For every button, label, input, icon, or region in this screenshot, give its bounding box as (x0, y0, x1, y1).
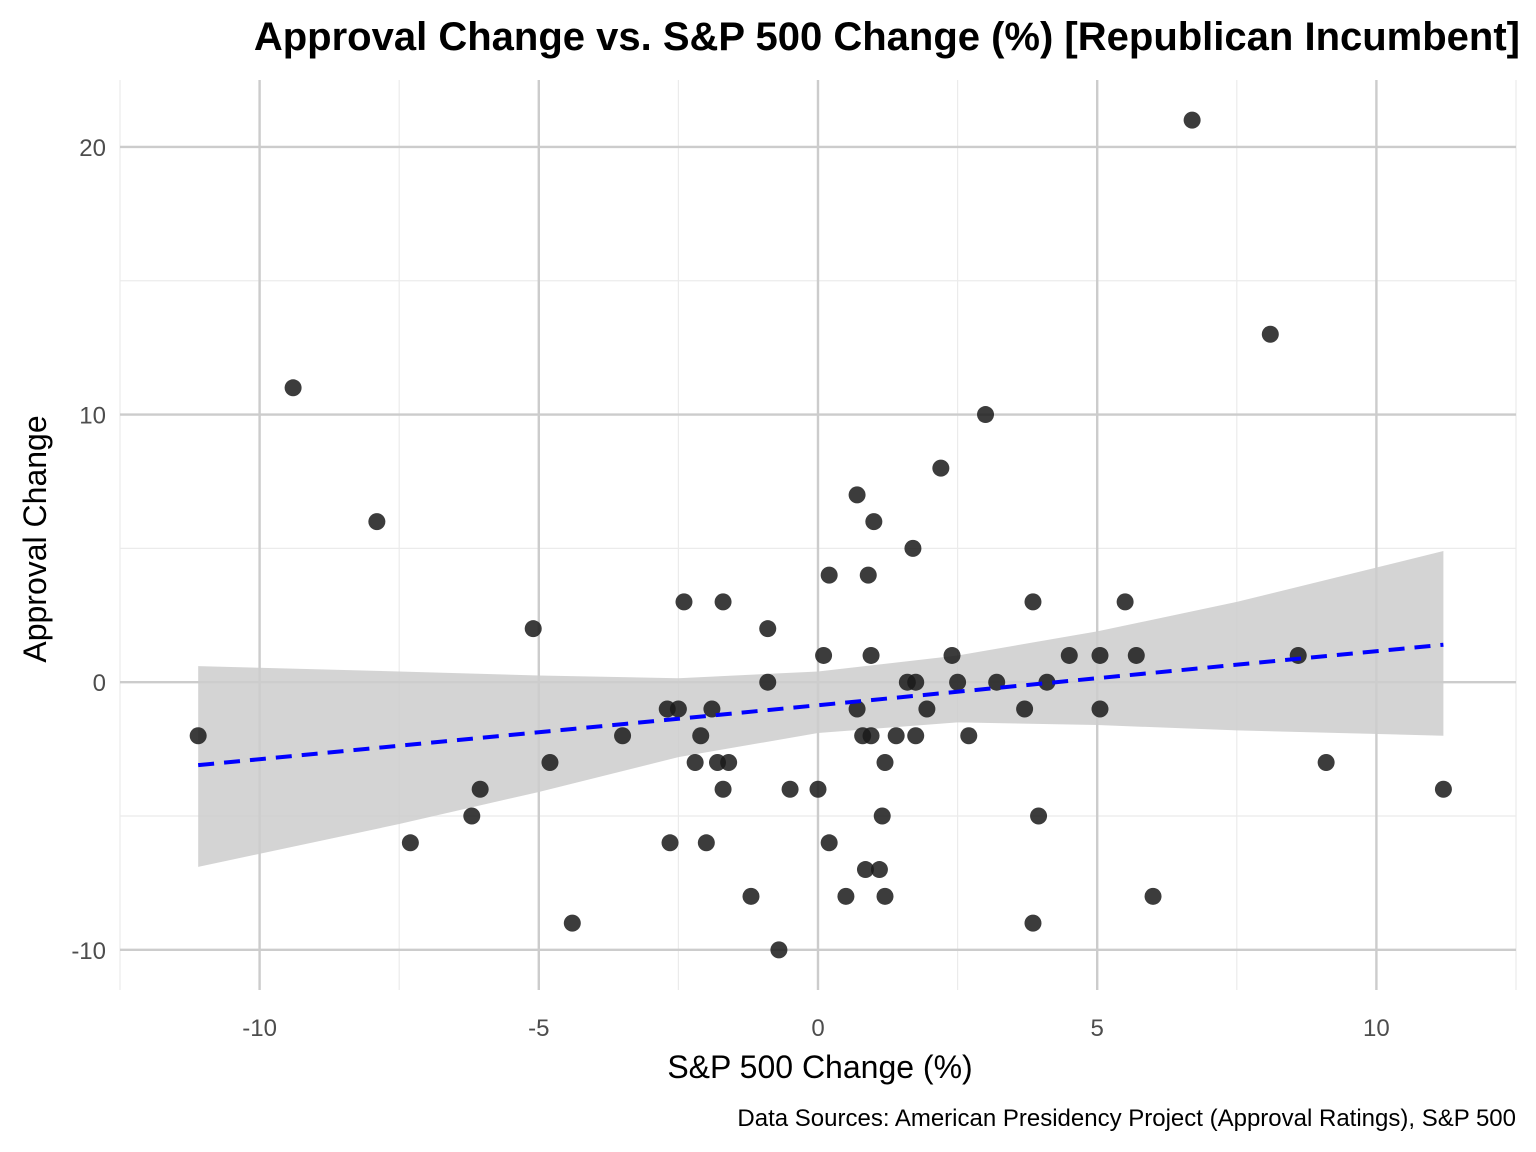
data-point (907, 673, 925, 691)
data-point (1317, 754, 1335, 771)
data-point (1024, 914, 1042, 932)
data-point (1261, 325, 1279, 343)
data-point (1116, 593, 1134, 611)
data-point (1144, 887, 1162, 905)
data-point (876, 887, 894, 905)
data-point (686, 754, 704, 771)
data-point (904, 539, 922, 557)
data-point (820, 834, 838, 852)
data-point (1289, 646, 1307, 664)
data-point (1091, 700, 1109, 718)
data-point (876, 754, 894, 771)
data-point (1091, 646, 1109, 664)
data-point (848, 700, 866, 718)
data-point (943, 646, 961, 664)
data-point (887, 727, 905, 745)
data-point (661, 834, 679, 852)
data-point (960, 727, 978, 745)
x-tick-label: -10 (242, 1015, 277, 1042)
data-point (848, 486, 866, 504)
data-point (809, 780, 827, 798)
data-point (1030, 807, 1048, 825)
data-point (862, 646, 880, 664)
data-point (815, 646, 833, 664)
data-point (759, 620, 777, 638)
x-tick-label: 10 (1363, 1015, 1390, 1042)
confidence-band (198, 551, 1444, 867)
data-point (614, 727, 632, 745)
data-point (770, 941, 788, 959)
x-axis-label: S&P 500 Change (%) (667, 1049, 972, 1085)
y-tick-label: 10 (79, 403, 106, 430)
x-tick-label: 5 (1091, 1015, 1104, 1042)
data-point (692, 727, 710, 745)
data-point (759, 673, 777, 691)
data-point (1024, 593, 1042, 611)
data-point (1016, 700, 1034, 718)
data-point (859, 566, 877, 584)
y-tick-label: 0 (93, 670, 106, 697)
trend-line (197, 642, 1444, 768)
data-point (907, 727, 925, 745)
y-tick-labels: -10 0 10 20 (71, 135, 106, 965)
data-point (541, 754, 559, 771)
data-point (714, 593, 732, 611)
data-point (697, 834, 715, 852)
data-point (368, 513, 386, 531)
data-point (189, 727, 207, 745)
data-point (1127, 646, 1145, 664)
data-point (870, 861, 888, 879)
data-point (401, 834, 419, 852)
data-point (1038, 673, 1056, 691)
data-point (837, 887, 855, 905)
data-point (1183, 111, 1201, 129)
x-tick-labels: -10 -5 0 5 10 (242, 1015, 1389, 1042)
data-point (820, 566, 838, 584)
data-point (932, 459, 950, 477)
data-point (563, 914, 581, 932)
data-point (865, 513, 883, 531)
data-point (856, 861, 874, 879)
x-tick-label: -5 (528, 1015, 549, 1042)
data-points (189, 111, 1452, 959)
data-point (463, 807, 481, 825)
major-gridlines (120, 80, 1516, 990)
data-source-caption: Data Sources: American Presidency Projec… (737, 1105, 1516, 1132)
data-point (781, 780, 799, 798)
y-axis-label: Approval Change (17, 415, 53, 662)
y-tick-label: 20 (79, 135, 106, 162)
data-point (669, 700, 687, 718)
data-point (873, 807, 891, 825)
x-tick-label: 0 (811, 1015, 824, 1042)
data-point (949, 673, 967, 691)
data-point (714, 780, 732, 798)
data-point (918, 700, 936, 718)
data-point (524, 620, 542, 638)
y-tick-label: -10 (71, 938, 106, 965)
data-point (1434, 780, 1452, 798)
data-point (742, 887, 760, 905)
data-point (977, 406, 995, 424)
data-point (675, 593, 693, 611)
chart-title: Approval Change vs. S&P 500 Change (%) [… (254, 15, 1520, 59)
data-point (284, 379, 302, 397)
data-point (720, 754, 738, 771)
data-point (862, 727, 880, 745)
data-point (1060, 646, 1078, 664)
data-point (471, 780, 489, 798)
